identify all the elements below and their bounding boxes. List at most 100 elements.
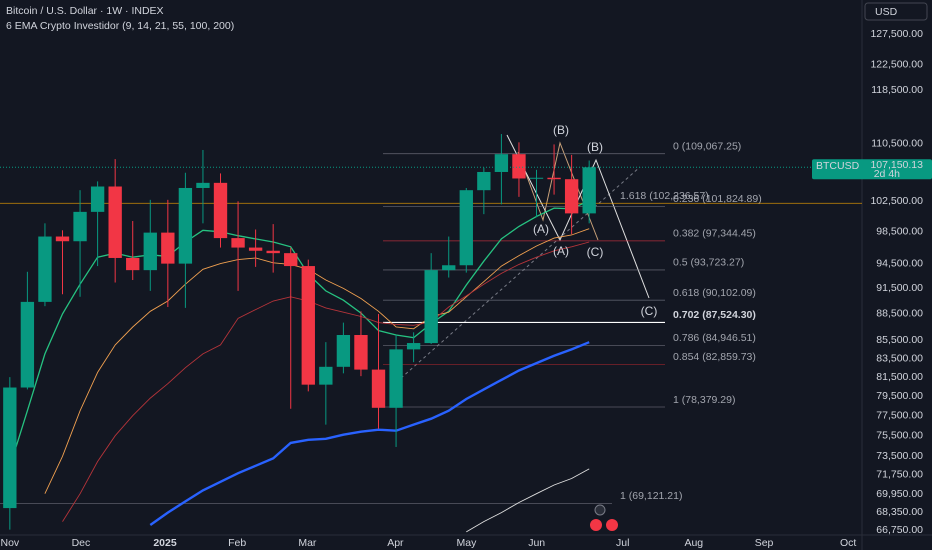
wave-label: (B) [553, 123, 569, 137]
wave-path [517, 141, 599, 241]
x-tick-label: Mar [298, 537, 317, 549]
x-tick-label: Feb [228, 537, 246, 549]
event-icon [594, 504, 606, 516]
y-tick-label: 88,500.00 [876, 308, 923, 320]
candle-body [547, 177, 561, 180]
y-tick-label: 118,500.00 [871, 84, 923, 96]
fib-label: 0.382 (97,344.45) [673, 228, 756, 240]
y-tick-label: 81,500.00 [876, 371, 923, 383]
y-tick-label: 98,500.00 [876, 226, 923, 238]
candle-body [512, 154, 526, 179]
last-price-label: 107,150.13 [870, 159, 923, 171]
y-tick-label: 83,500.00 [876, 352, 923, 364]
candle-body [494, 154, 509, 172]
fib-label: 1 (69,121.21) [620, 490, 682, 502]
y-tick-label: 102,500.00 [870, 195, 923, 207]
wave-label: (A) [533, 222, 549, 236]
candle-body [73, 211, 87, 242]
ema-line [9, 200, 590, 467]
candle-body [90, 186, 105, 212]
fib-label: 0.702 (87,524.30) [673, 309, 756, 321]
y-tick-label: 75,500.00 [876, 430, 923, 442]
y-tick-label: 66,750.00 [876, 524, 923, 536]
candle-body [178, 187, 193, 264]
y-tick-label: 79,500.00 [876, 390, 923, 402]
candle-body [213, 182, 228, 239]
event-icon [606, 519, 618, 531]
candle-body [266, 250, 280, 254]
candle-body [582, 167, 596, 214]
candle-body [529, 177, 544, 179]
candle-body [55, 236, 70, 242]
last-price-name: BTCUSD [816, 160, 860, 172]
fib-label: 0.236 (101,824.89) [673, 193, 762, 205]
x-tick-label: 2025 [153, 537, 177, 549]
x-tick-label: Oct [840, 537, 856, 549]
candle-body [3, 387, 17, 509]
x-tick-label: Nov [0, 537, 19, 549]
ema-line [62, 241, 590, 522]
wave-label: (A) [553, 244, 569, 258]
candle-body [336, 334, 351, 367]
candle-body [161, 232, 175, 264]
candle-body [108, 186, 122, 258]
candle-body [564, 179, 579, 214]
y-tick-label: 127,500.00 [870, 28, 923, 40]
fib-label: 0 (109,067.25) [673, 140, 741, 152]
currency-label: USD [875, 6, 898, 18]
fib-label: 0.5 (93,723.27) [673, 257, 744, 269]
candle-body [389, 349, 403, 408]
y-tick-label: 122,500.00 [870, 58, 923, 70]
x-tick-label: Jun [528, 537, 545, 549]
last-price-box [812, 159, 932, 180]
candle-body [248, 247, 263, 251]
ema-line [149, 341, 590, 526]
x-tick-label: Aug [684, 537, 703, 549]
candle-body [231, 238, 245, 248]
indicator-label: 6 EMA Crypto Investidor (9, 14, 21, 55, … [6, 20, 234, 32]
x-tick-label: Dec [72, 537, 91, 549]
candle-body [126, 257, 140, 271]
fib-label: 1.618 (102,236.57) [620, 190, 709, 202]
candle-body [20, 301, 35, 388]
y-tick-label: 68,350.00 [876, 506, 923, 518]
candle-body [319, 366, 333, 385]
wave-label: (C) [587, 245, 604, 259]
wave-label: (C) [641, 304, 658, 318]
events [590, 504, 618, 531]
y-tick-label: 71,750.00 [876, 469, 923, 481]
candle-body [371, 369, 386, 408]
fib-label: 0.786 (84,946.51) [673, 332, 756, 344]
currency-button[interactable] [864, 2, 928, 21]
ema-line [44, 228, 590, 494]
event-icon [590, 519, 602, 531]
candle-body [459, 190, 473, 266]
candle-body [354, 334, 368, 370]
y-tick-label: 91,500.00 [876, 282, 923, 294]
ema-line [466, 468, 590, 533]
y-tick-label: 110,500.00 [871, 137, 923, 149]
countdown: 2d 4h [874, 168, 900, 180]
fib-label: 0.854 (82,859.73) [673, 351, 756, 363]
x-tick-label: Sep [755, 537, 774, 549]
candle-body [477, 171, 491, 191]
y-tick-label: 85,500.00 [876, 334, 923, 346]
y-tick-label: 94,500.00 [876, 257, 923, 269]
y-tick-label: 69,950.00 [876, 488, 923, 500]
candles [3, 134, 596, 530]
trend-line [391, 166, 641, 387]
fib-label: 1 (78,379.29) [673, 394, 735, 406]
candle-body [406, 343, 421, 350]
x-tick-label: May [457, 537, 478, 549]
candle-body [442, 265, 456, 271]
x-tick-label: Apr [387, 537, 404, 549]
x-tick-label: Jul [616, 537, 629, 549]
y-tick-label: 77,500.00 [876, 409, 923, 421]
candle-body [143, 232, 157, 271]
y-tick-label: 73,500.00 [876, 450, 923, 462]
candle-body [38, 236, 52, 302]
fib-label: 0.618 (90,102.09) [673, 287, 756, 299]
wave-label: (B) [587, 140, 603, 154]
